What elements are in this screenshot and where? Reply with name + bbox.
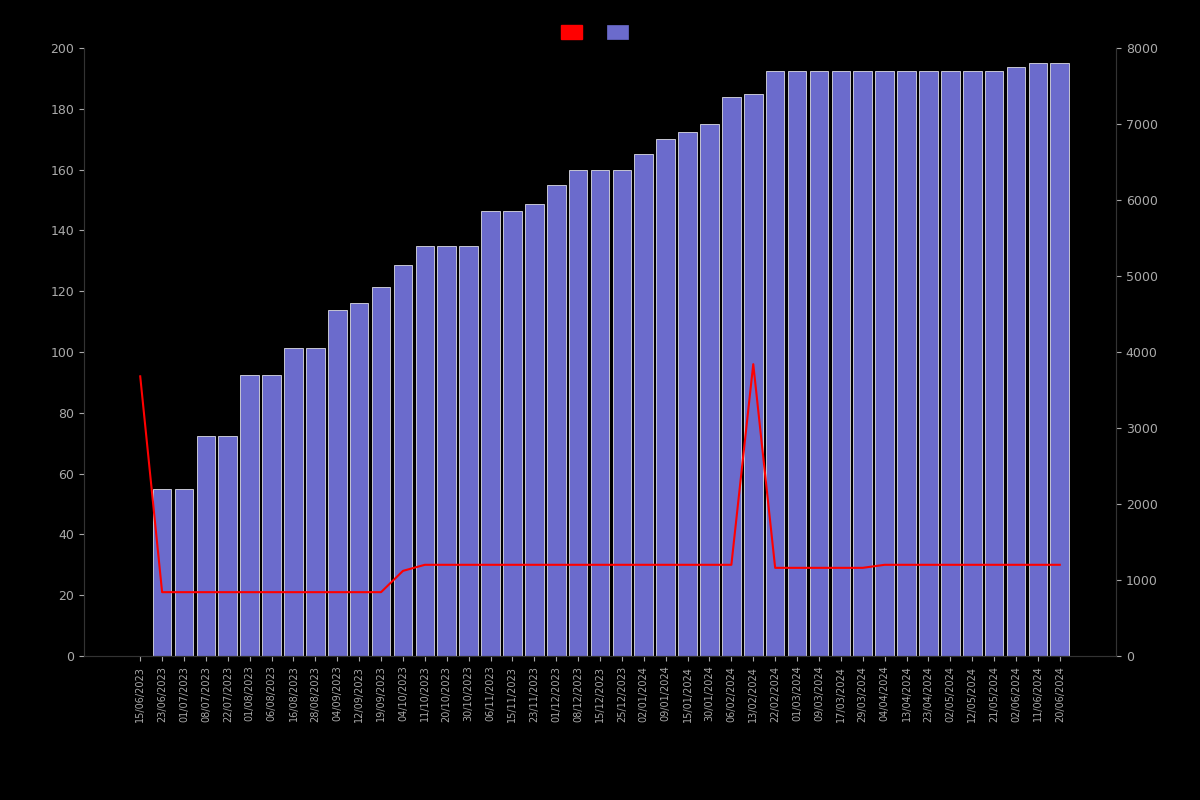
Bar	[766, 71, 785, 656]
Bar	[1050, 63, 1069, 656]
Bar	[394, 265, 413, 656]
Bar	[263, 374, 281, 656]
Bar	[415, 246, 434, 656]
Bar	[1028, 63, 1048, 656]
Bar	[919, 71, 937, 656]
Bar	[832, 71, 850, 656]
Bar	[372, 287, 390, 656]
Bar	[284, 348, 302, 656]
Bar	[656, 139, 674, 656]
Bar	[306, 348, 325, 656]
Bar	[875, 71, 894, 656]
Bar	[438, 246, 456, 656]
Bar	[985, 71, 1003, 656]
Bar	[503, 211, 522, 656]
Bar	[678, 132, 697, 656]
Bar	[635, 154, 653, 656]
Bar	[240, 374, 259, 656]
Bar	[787, 71, 806, 656]
Bar	[590, 170, 610, 656]
Bar	[218, 435, 238, 656]
Bar	[700, 124, 719, 656]
Bar	[526, 204, 544, 656]
Bar	[744, 94, 762, 656]
Bar	[962, 71, 982, 656]
Bar	[722, 98, 740, 656]
Bar	[547, 185, 565, 656]
Bar	[481, 211, 500, 656]
Bar	[1007, 67, 1025, 656]
Bar	[612, 170, 631, 656]
Bar	[152, 489, 172, 656]
Bar	[175, 489, 193, 656]
Bar	[197, 435, 215, 656]
Bar	[898, 71, 916, 656]
Legend: , : ,	[562, 25, 638, 39]
Bar	[941, 71, 960, 656]
Bar	[569, 170, 588, 656]
Bar	[853, 71, 872, 656]
Bar	[328, 310, 347, 656]
Bar	[350, 302, 368, 656]
Bar	[460, 246, 478, 656]
Bar	[810, 71, 828, 656]
